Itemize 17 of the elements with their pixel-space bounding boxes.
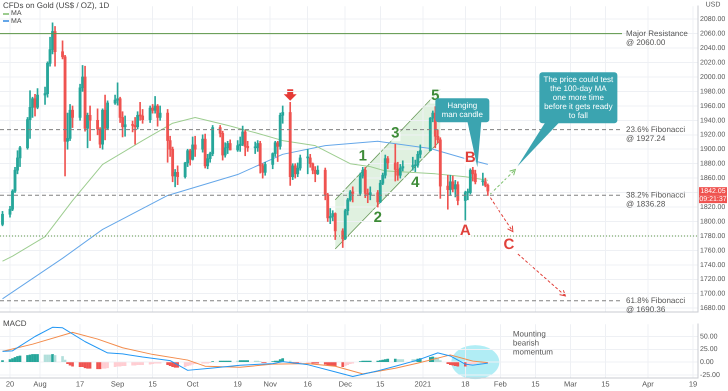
chart-title: MACD [3,319,27,328]
annotation: 3 [391,124,400,142]
annotation: C [503,236,514,254]
annotation: A [460,222,471,240]
ref-line-label: 61.8% Fibonacci @ 1690.36 [626,296,686,314]
annotation: The price could test the 100-day MA one more time before it gets ready to fall [539,75,618,120]
annotation: B [464,148,476,166]
annotation: 5 [431,86,440,104]
annotation: 4 [411,174,420,191]
annotation: Hanging man candle [435,101,490,120]
annotation: Mounting bearish momentum [512,329,554,356]
ref-line-label: 38.2% Fibonacci @ 1836.28 [626,190,686,208]
annotation: 1 [358,147,367,164]
ref-line-label: Major Resistance @ 2060.00 [626,28,688,47]
annotation: 2 [374,209,382,226]
chart-title: CFDs on Gold (US$ / OZ), 1D [3,1,110,10]
ref-line-label: 23.6% Fibonacci @ 1927.24 [626,124,686,143]
